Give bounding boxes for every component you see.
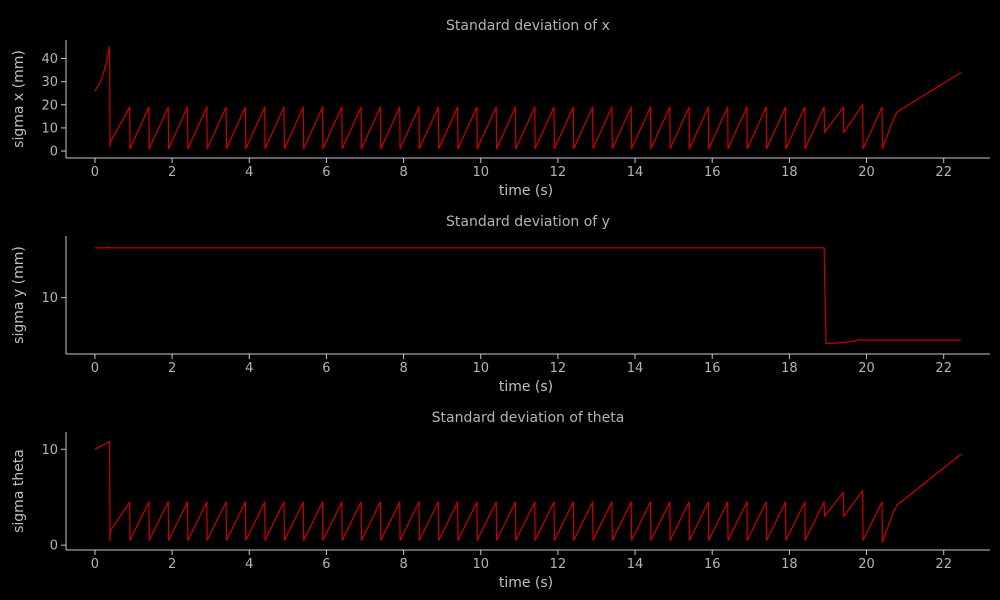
x-tick-label: 4	[245, 361, 253, 376]
y-tick-label: 20	[41, 98, 58, 113]
y-tick-label: 40	[41, 52, 58, 67]
x-tick-label: 20	[858, 361, 875, 376]
y-axis-label: sigma theta	[11, 449, 27, 533]
x-tick-label: 0	[91, 557, 99, 572]
x-tick-label: 12	[550, 361, 567, 376]
x-tick-label: 6	[322, 361, 330, 376]
x-tick-label: 2	[168, 165, 176, 180]
x-tick-label: 10	[472, 557, 489, 572]
x-tick-label: 6	[322, 557, 330, 572]
x-tick-label: 8	[399, 557, 407, 572]
x-tick-label: 14	[627, 165, 644, 180]
x-axis-label: time (s)	[499, 183, 553, 199]
series-line	[94, 441, 962, 543]
x-tick-label: 2	[168, 361, 176, 376]
panel-sigma-x: Standard deviation of x 0 2 4 6 8 10 12 14 16 18 20…	[11, 18, 990, 199]
x-tick-label: 16	[704, 165, 721, 180]
y-tick-label: 0	[50, 145, 58, 160]
x-tick-label: 16	[704, 557, 721, 572]
series-line	[94, 246, 962, 345]
x-tick-label: 8	[399, 361, 407, 376]
y-axis-label: sigma y (mm)	[11, 246, 27, 344]
y-axis-label: sigma x (mm)	[11, 50, 27, 148]
chart-title: Standard deviation of theta	[432, 410, 625, 426]
x-tick-label: 10	[472, 165, 489, 180]
x-tick-label: 22	[935, 361, 952, 376]
panel-sigma-theta: Standard deviation of theta 0 2 4 6 8 10 12 14 16…	[11, 410, 990, 591]
x-tick-label: 14	[627, 557, 644, 572]
chart-title: Standard deviation of y	[446, 214, 610, 230]
x-axis-label: time (s)	[499, 575, 553, 591]
x-tick-label: 0	[91, 361, 99, 376]
x-tick-label: 0	[91, 165, 99, 180]
panel-sigma-y: Standard deviation of y 0 2 4 6 8 10 12 14 16 18 20…	[11, 214, 990, 395]
x-axis-label: time (s)	[499, 379, 553, 395]
x-tick-label: 12	[550, 165, 567, 180]
y-tick-label: 10	[41, 291, 58, 306]
x-tick-label: 16	[704, 361, 721, 376]
x-tick-label: 10	[472, 361, 489, 376]
x-tick-label: 20	[858, 165, 875, 180]
x-tick-label: 4	[245, 557, 253, 572]
x-tick-label: 18	[781, 557, 798, 572]
y-tick-label: 10	[41, 443, 58, 458]
series-line	[94, 46, 962, 150]
x-tick-label: 14	[627, 361, 644, 376]
x-tick-label: 2	[168, 557, 176, 572]
y-tick-label: 30	[41, 75, 58, 90]
x-tick-label: 8	[399, 165, 407, 180]
x-tick-label: 18	[781, 165, 798, 180]
x-tick-label: 22	[935, 165, 952, 180]
y-tick-label: 10	[41, 121, 58, 136]
x-tick-label: 12	[550, 557, 567, 572]
x-tick-label: 22	[935, 557, 952, 572]
y-tick-label: 0	[50, 539, 58, 554]
x-tick-label: 6	[322, 165, 330, 180]
chart-title: Standard deviation of x	[446, 18, 610, 34]
x-tick-label: 18	[781, 361, 798, 376]
x-tick-label: 20	[858, 557, 875, 572]
x-tick-label: 4	[245, 165, 253, 180]
